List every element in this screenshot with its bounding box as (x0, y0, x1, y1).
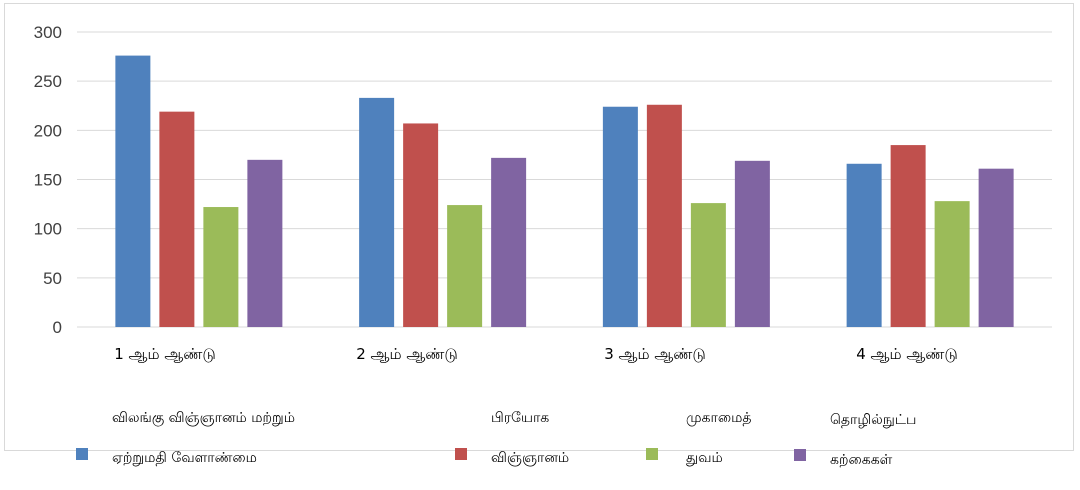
legend-swatch-green (646, 448, 658, 460)
legend-label: தொழில்நுட்ப கற்கைகள் (830, 412, 917, 468)
legend-label: பிரயோக விஞ்ஞானம் (491, 410, 570, 466)
x-category-label: 2 ஆம் ஆண்டு (356, 345, 458, 363)
bar (491, 157, 527, 327)
legend-swatch-red (455, 448, 467, 460)
bar (203, 207, 239, 327)
y-tick-label: 100 (34, 220, 62, 239)
bar-chart: 0 50 100 150 200 250 300 1 ஆம் ஆண்டு 2 ஆம் ஆண்ட… (34, 23, 1052, 363)
bar (734, 160, 770, 327)
bar (115, 55, 151, 327)
bar (934, 201, 970, 327)
legend-swatch-purple (794, 449, 806, 461)
legend-label: முகாமைத் துவம் (686, 410, 752, 466)
x-category-label: 3 ஆம் ஆண்டு (604, 345, 706, 363)
x-category-label: 4 ஆம் ஆண்டு (856, 345, 958, 363)
bar (646, 104, 682, 328)
legend-item-management: முகாமைத் துவம் (646, 388, 751, 488)
bar (247, 159, 283, 327)
legend-swatch-blue (76, 448, 88, 460)
x-category-label: 1 ஆம் ஆண்டு (114, 345, 216, 363)
bar (890, 145, 926, 327)
y-axis-tick-labels: 0 50 100 150 200 250 300 (34, 23, 62, 337)
bar (359, 97, 395, 327)
legend-label: விலங்கு விஞ்ஞானம் மற்றும் ஏற்றுமதி வேளாண… (112, 410, 295, 466)
x-axis-category-labels: 1 ஆம் ஆண்டு 2 ஆம் ஆண்டு 3 ஆம் ஆண்டு 4 ஆம் ஆ… (114, 345, 958, 363)
bar (846, 163, 882, 327)
bar (690, 203, 726, 327)
gridlines (77, 31, 1052, 328)
legend-item-technology-studies: தொழில்நுட்ப கற்கைகள் (794, 390, 916, 490)
bars (115, 55, 1014, 328)
y-tick-label: 300 (34, 23, 62, 42)
bar (978, 168, 1014, 327)
bar (447, 205, 483, 327)
y-tick-label: 200 (34, 121, 62, 140)
y-tick-label: 250 (34, 72, 62, 91)
bar (602, 106, 638, 327)
y-tick-label: 150 (34, 171, 62, 190)
legend-item-animal-science: விலங்கு விஞ்ஞானம் மற்றும் ஏற்றுமதி வேளாண… (76, 388, 295, 488)
bar (403, 123, 439, 327)
y-tick-label: 0 (53, 318, 62, 337)
bar (159, 111, 195, 328)
legend-item-applied-science: பிரயோக விஞ்ஞானம் (455, 388, 569, 488)
legend: விலங்கு விஞ்ஞானம் மற்றும் ஏற்றுமதி வேளாண… (0, 388, 1080, 468)
y-tick-label: 50 (43, 269, 62, 288)
